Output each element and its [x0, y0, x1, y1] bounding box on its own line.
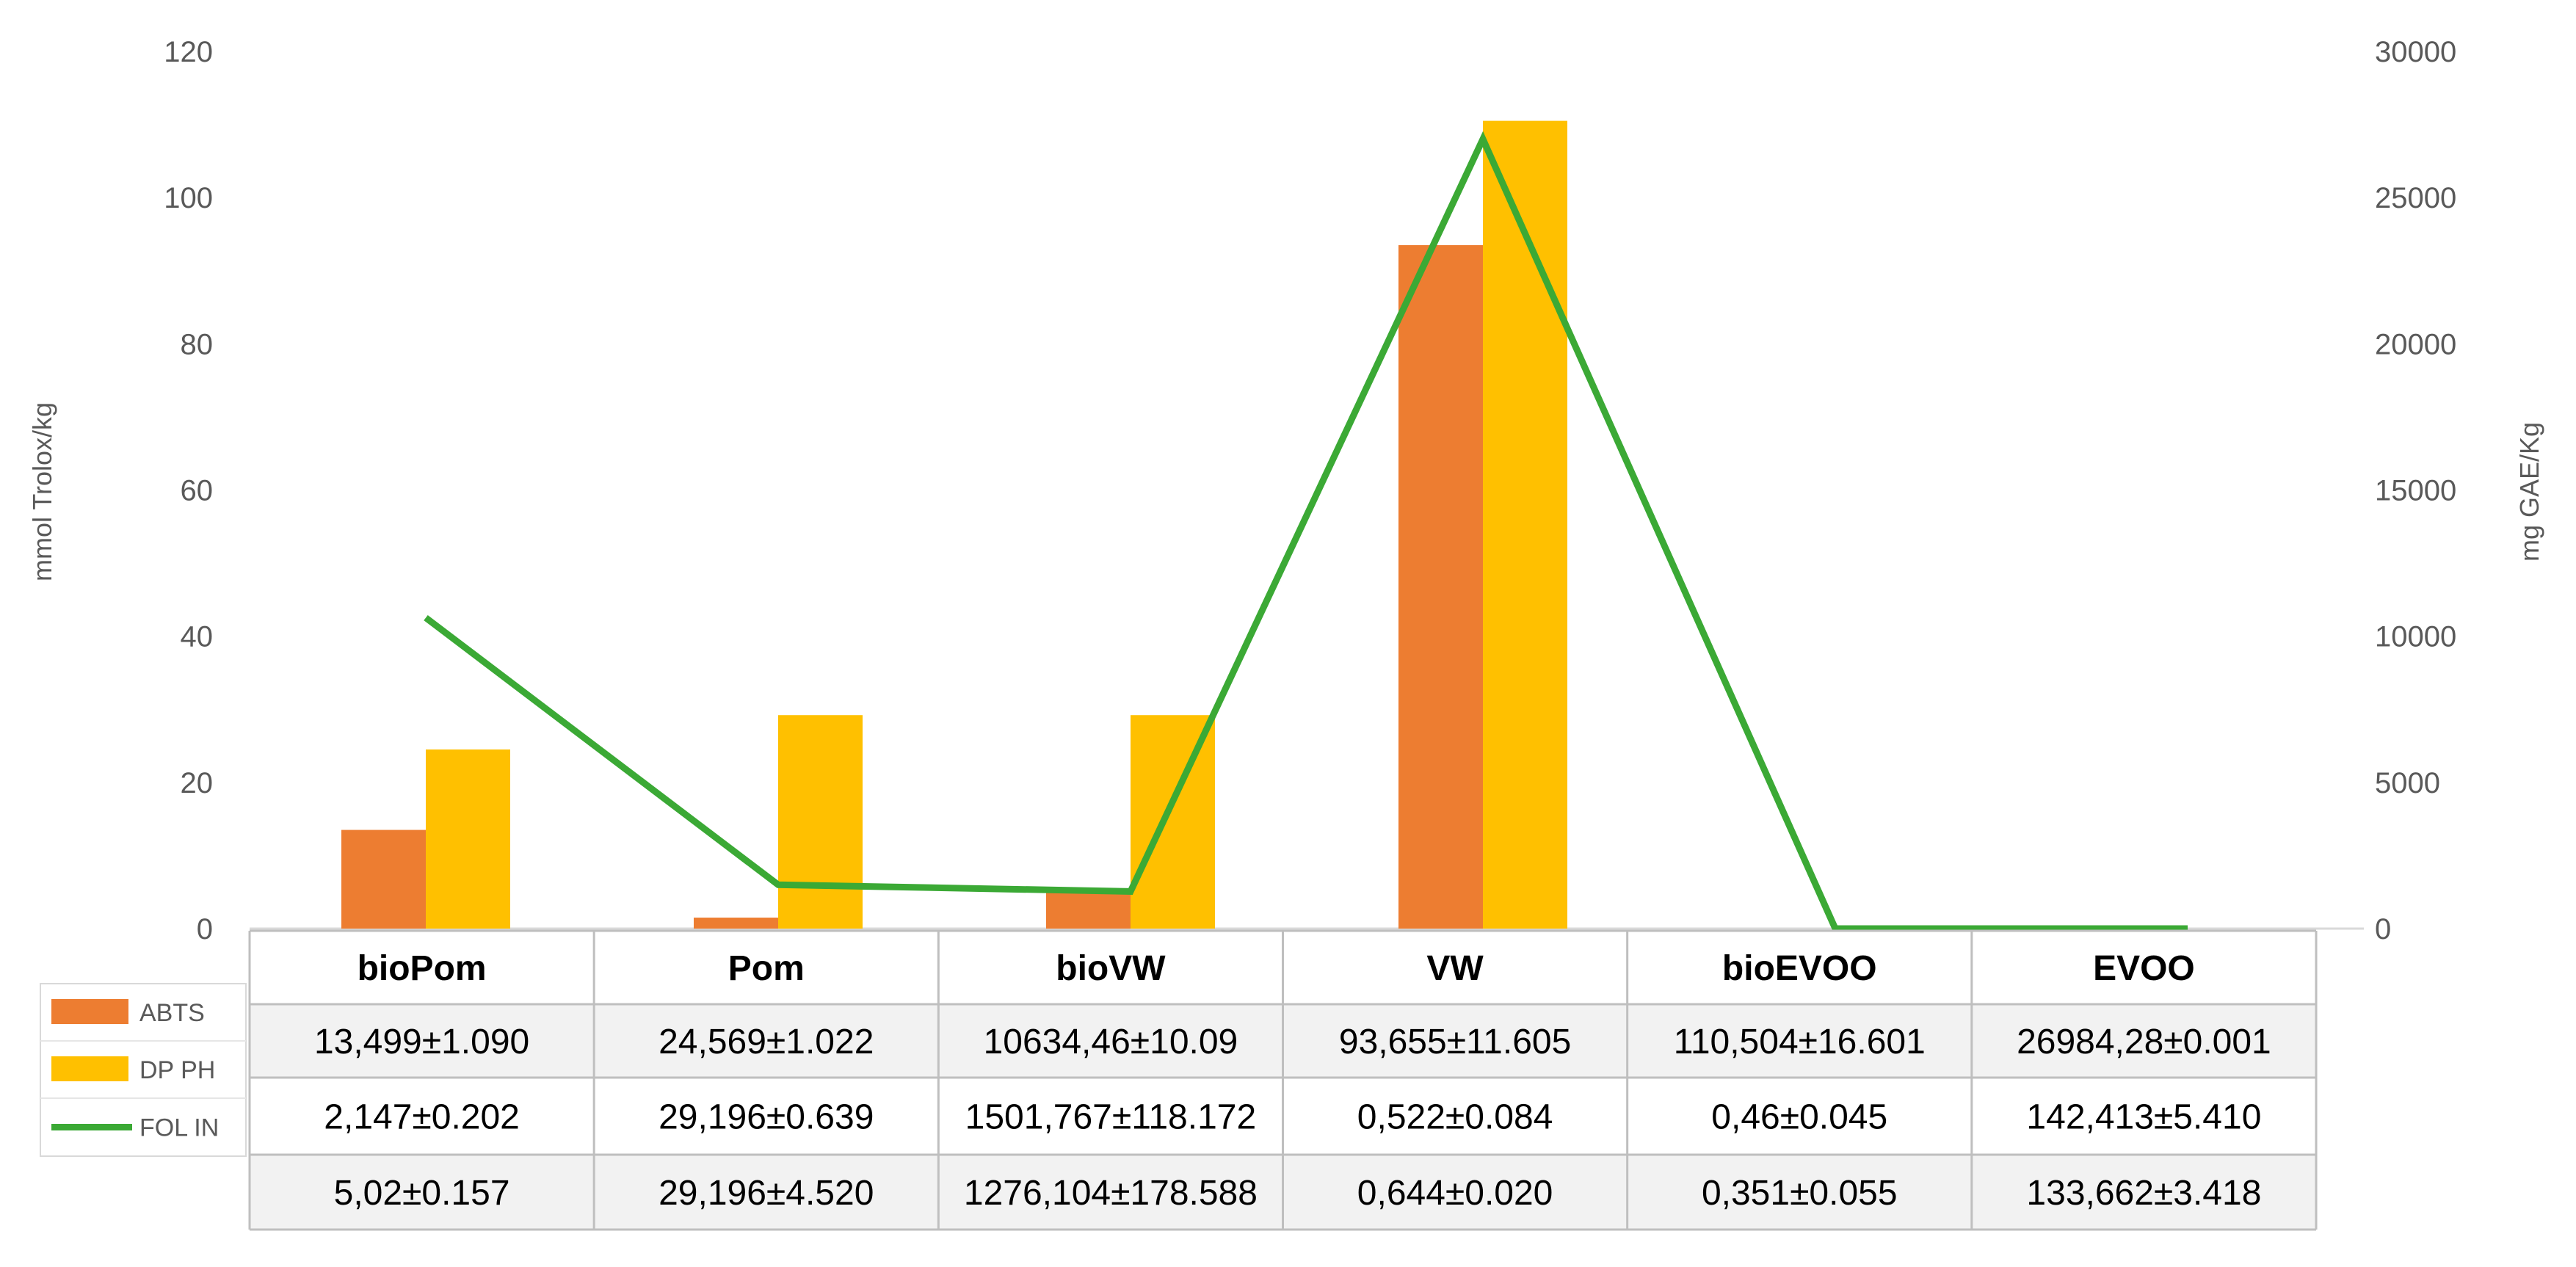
- table-cell: 0,522±0.084: [1357, 1098, 1553, 1137]
- y-tick-left: 100: [164, 182, 213, 214]
- y-tick-right: 20000: [2375, 328, 2456, 360]
- table-cell: 2,147±0.202: [324, 1098, 520, 1137]
- bar-abts-pom: [694, 918, 778, 929]
- table-header-cell: VW: [1426, 949, 1484, 988]
- y-tick-right: 30000: [2375, 36, 2456, 68]
- table-cell: 29,196±4.520: [658, 1174, 874, 1213]
- table-header-cell: Pom: [728, 949, 805, 988]
- bar-dpph-pom: [778, 715, 863, 929]
- table-cell: 26984,28±0.001: [2017, 1023, 2271, 1061]
- y-tick-left: 60: [181, 475, 214, 507]
- table-cell: 142,413±5.410: [2026, 1098, 2261, 1137]
- legend-swatch-dpph: [51, 1056, 128, 1081]
- table-cell: 0,351±0.055: [1702, 1174, 1898, 1213]
- y-tick-right: 25000: [2375, 182, 2456, 214]
- y-axis-title-left: mmol Trolox/kg: [27, 402, 57, 581]
- table-header-cell: bioVW: [1056, 949, 1166, 988]
- y-tick-right: 15000: [2375, 475, 2456, 507]
- table-header-cell: EVOO: [2093, 949, 2195, 988]
- legend-swatch-abts: [51, 999, 128, 1024]
- table-cell: 0,46±0.045: [1711, 1098, 1887, 1137]
- table-cell: 110,504±16.601: [1674, 1023, 1926, 1061]
- bar-dpph-biopom: [426, 749, 510, 929]
- table-cell: 1276,104±178.588: [964, 1174, 1258, 1213]
- table-header-cell: bioPom: [358, 949, 487, 988]
- y-tick-right: 5000: [2375, 767, 2440, 799]
- y-tick-right: 0: [2375, 913, 2391, 945]
- table-cell: 133,662±3.418: [2026, 1174, 2261, 1213]
- table-cell: 0,644±0.020: [1357, 1174, 1553, 1213]
- table-cell: 93,655±11.605: [1339, 1023, 1571, 1061]
- legend-label-abts: ABTS: [139, 999, 205, 1027]
- y-tick-right: 10000: [2375, 621, 2456, 653]
- bar-abts-vw: [1398, 244, 1483, 929]
- table-cell: 5,02±0.157: [334, 1174, 510, 1213]
- y-tick-left: 20: [181, 767, 214, 799]
- bar-abts-biovw: [1046, 892, 1131, 929]
- bar-abts-biopom: [341, 829, 426, 929]
- bar-dpph-biovw: [1131, 715, 1215, 929]
- bar-dpph-vw: [1483, 120, 1567, 929]
- y-tick-left: 80: [181, 328, 214, 360]
- table-cell: 13,499±1.090: [314, 1023, 529, 1061]
- y-tick-left: 120: [164, 36, 213, 68]
- y-axis-title-right: mg GAE/Kg: [2514, 422, 2544, 562]
- table-cell: 1501,767±118.172: [965, 1098, 1257, 1137]
- line-folin: [424, 131, 2188, 932]
- y-tick-left: 0: [197, 913, 213, 945]
- y-tick-left: 40: [181, 621, 214, 653]
- table-cell: 29,196±0.639: [658, 1098, 874, 1137]
- table-cell: 24,569±1.022: [658, 1023, 874, 1061]
- legend-label-folin: FOL IN: [139, 1114, 219, 1142]
- legend-label-dpph: DP PH: [139, 1056, 215, 1084]
- table-header-cell: bioEVOO: [1722, 949, 1877, 988]
- table-cell: 10634,46±10.09: [984, 1023, 1238, 1061]
